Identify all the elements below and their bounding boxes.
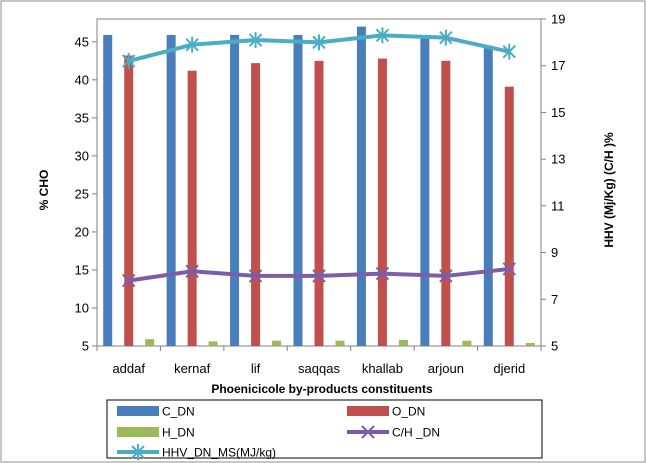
point-hhv-dn-ms-mj-kg [439, 29, 453, 46]
point-c-h-dn [502, 262, 516, 276]
bar-c-dn [483, 45, 493, 347]
x-axis-title: Phoenicicole by-products constituents [211, 382, 433, 396]
legend-label-o-dn: O_DN [392, 405, 425, 419]
bar-o-dn [124, 55, 134, 347]
y-right-tick-label: 5 [551, 339, 558, 354]
legend-swatch-c-dn [117, 406, 159, 416]
bar-o-dn [441, 60, 451, 346]
plot-area: 5 10 15 20 25 30 35 40 45 5 7 9 11 13 15 17 19 addaf kerna… [75, 12, 566, 377]
marker-stroke [122, 273, 136, 288]
y-axis-right-title: HHV (Mj/Kg) (C/H )% [602, 132, 616, 248]
x-tick-label: khallab [362, 361, 403, 376]
y-right-tick-label: 9 [551, 245, 558, 260]
legend-swatch-o-dn [347, 406, 389, 416]
legend: C_DN O_DN H_DN C/H _DN HHV_DN_MS(MJ/kg) [106, 399, 543, 460]
y-right-tick-label: 19 [551, 12, 565, 27]
bar-h-dn [208, 341, 218, 346]
point-c-h-dn [122, 273, 136, 288]
y-axis-left-title: % CHO [37, 170, 51, 211]
y-left-tick-label: 20 [75, 224, 89, 239]
y-left-tick-label: 5 [82, 339, 89, 354]
marker-stroke [439, 269, 453, 283]
legend-frame [106, 399, 543, 459]
legend-label-c-dn: C_DN [162, 405, 195, 419]
bar-c-dn [293, 34, 303, 347]
y-right-tick-label: 7 [551, 292, 558, 307]
y-left-tick-label: 15 [75, 262, 89, 277]
bar-h-dn [525, 342, 535, 346]
point-c-h-dn [439, 269, 453, 283]
y-right-tick-label: 15 [551, 105, 565, 120]
point-hhv-dn-ms-mj-kg [312, 34, 326, 51]
point-c-h-dn [248, 269, 263, 283]
y-right-tick-label: 17 [551, 58, 565, 73]
bar-o-dn [377, 58, 387, 346]
x-tick-label: djerid [493, 361, 525, 376]
y-left-tick-label: 40 [75, 72, 89, 87]
y-left-tick-label: 35 [75, 110, 89, 125]
bar-h-dn [272, 340, 282, 346]
point-c-h-dn [375, 266, 390, 281]
point-c-h-dn [312, 269, 326, 283]
legend-marker-c-h-dn [361, 425, 375, 439]
bar-o-dn [187, 70, 197, 347]
legend-label-h-dn: H_DN [162, 426, 195, 440]
bar-h-dn [145, 339, 155, 346]
x-tick-label: saqqas [298, 361, 340, 376]
marker-stroke [361, 425, 375, 439]
bar-o-dn [251, 63, 261, 347]
marker-stroke [248, 269, 263, 283]
y-right-tick-label: 13 [551, 152, 565, 167]
legend-marker-hhv-dn-ms-mj-kg [131, 444, 145, 460]
x-tick-label: lif [251, 361, 261, 376]
bar-c-dn [420, 35, 430, 347]
bar-h-dn [398, 339, 408, 346]
y-left-tick-label: 10 [75, 300, 89, 315]
point-hhv-dn-ms-mj-kg [502, 43, 516, 60]
point-hhv-dn-ms-mj-kg [185, 36, 199, 53]
marker-stroke [185, 264, 199, 278]
x-tick-label: addaf [112, 361, 145, 376]
y-left-tick-label: 30 [75, 148, 89, 163]
legend-label-hhv-dn-ms-mj-kg: HHV_DN_MS(MJ/kg) [162, 446, 276, 460]
point-hhv-dn-ms-mj-kg [122, 53, 136, 70]
bar-h-dn [335, 340, 345, 346]
bar-c-dn [103, 34, 113, 347]
x-tick-label: arjoun [428, 361, 464, 376]
marker-stroke [502, 262, 516, 276]
bar-o-dn [504, 86, 514, 346]
point-hhv-dn-ms-mj-kg [248, 32, 263, 49]
bar-o-dn [314, 60, 324, 346]
bar-c-dn [230, 34, 240, 347]
x-tick-label: kernaf [174, 361, 211, 376]
point-c-h-dn [185, 264, 199, 278]
y-right-tick-label: 11 [551, 198, 565, 213]
bar-h-dn [462, 340, 472, 346]
marker-stroke [375, 266, 390, 281]
bar-c-dn [356, 26, 366, 347]
legend-label-c-h-dn: C/H _DN [392, 426, 440, 440]
bar-c-dn [166, 34, 176, 347]
point-hhv-dn-ms-mj-kg [375, 27, 390, 44]
y-left-tick-label: 45 [75, 34, 89, 49]
legend-swatch-h-dn [117, 427, 159, 437]
y-left-tick-label: 25 [75, 186, 89, 201]
marker-stroke [312, 269, 326, 283]
